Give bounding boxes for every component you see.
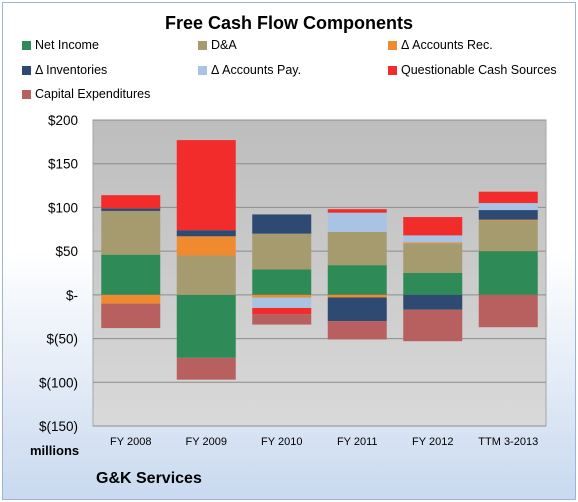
bar-segment [403, 309, 463, 342]
y-tick-label: $(100) [39, 375, 78, 390]
bar-segment [252, 314, 312, 325]
y-axis: $200 $150 $100 $50 $- $(50) $(100) $(150) [39, 113, 78, 434]
bar-segment [478, 251, 538, 295]
x-tick-label: FY 2012 [412, 436, 453, 448]
bar-segment [478, 219, 538, 221]
x-tick-label: TTM 3-2013 [478, 436, 538, 448]
bar-segment [478, 220, 538, 252]
bar-segment [176, 357, 236, 380]
legend-swatch [22, 40, 31, 50]
legend-label: Δ Inventories [35, 63, 108, 77]
legend-swatch [22, 65, 31, 75]
bar-segment [101, 294, 161, 304]
bar-segment [252, 214, 312, 234]
gridlines [93, 119, 546, 427]
bar-segment [252, 269, 312, 295]
chart-title: Free Cash Flow Components [164, 13, 414, 33]
units-label: millions [30, 443, 80, 458]
bar-segment [252, 233, 312, 270]
legend-label: D&A [211, 38, 237, 52]
bar-segment [327, 231, 387, 266]
bar-segment [252, 294, 312, 298]
bar-segment [403, 243, 463, 273]
bar-segment [176, 255, 236, 295]
x-tick-label: FY 2010 [261, 436, 302, 448]
legend-label: Net Income [35, 38, 99, 52]
bar-segment [101, 210, 161, 255]
x-tick-label: FY 2011 [337, 436, 378, 448]
bar-segment [327, 321, 387, 340]
legend-swatch [388, 65, 397, 75]
legend-item: D&A [198, 38, 237, 52]
legend-label: Capital Expenditures [35, 87, 151, 101]
bar-segment [403, 294, 463, 310]
bar-segment [101, 254, 161, 295]
bar-segment [478, 203, 538, 211]
bar-segment [101, 208, 161, 211]
legend-label: Δ Accounts Pay. [211, 63, 302, 77]
legend-item: Net Income [22, 38, 99, 52]
legend-item: Capital Expenditures [22, 87, 150, 101]
bar-segment [403, 273, 463, 295]
y-tick-label: $- [66, 288, 78, 303]
legend-item: Δ Inventories [22, 63, 107, 77]
legend-item: Δ Accounts Rec. [388, 38, 493, 52]
company-name: G&K Services [96, 470, 202, 487]
bar-segment [176, 236, 236, 256]
y-tick-label: $100 [48, 200, 78, 215]
legend-swatch [22, 89, 31, 99]
legend-item: Questionable Cash Sources [388, 63, 557, 77]
y-tick-label: $200 [48, 113, 78, 128]
legend-swatch [198, 65, 207, 75]
y-tick-label: $150 [48, 157, 78, 172]
bar-segment [252, 307, 312, 315]
legend-label: Δ Accounts Rec. [401, 38, 493, 52]
y-tick-label: $50 [55, 244, 78, 259]
bar-segment [327, 209, 387, 213]
x-tick-label: FY 2009 [186, 436, 227, 448]
bars [101, 140, 538, 380]
x-tick-label: FY 2008 [110, 436, 151, 448]
legend-swatch [388, 40, 397, 50]
bar-segment [403, 242, 463, 244]
bar-segment [327, 265, 387, 295]
y-tick-label: $(50) [46, 332, 78, 347]
plot-area [92, 119, 547, 427]
bar-segment [403, 235, 463, 243]
legend-swatch [198, 40, 207, 50]
bar-segment [176, 140, 236, 231]
bar-segment [176, 294, 236, 358]
bar-segment [101, 303, 161, 329]
bar-segment [327, 212, 387, 232]
bar-segment [478, 210, 538, 220]
y-tick-label: $(150) [39, 419, 78, 434]
bar-segment [327, 294, 387, 298]
bar-segment [478, 191, 538, 204]
bar-segment [403, 217, 463, 236]
legend-label: Questionable Cash Sources [401, 63, 557, 77]
x-axis: FY 2008 FY 2009 FY 2010 FY 2011 FY 2012 TTM 3… [110, 436, 538, 448]
bar-segment [176, 230, 236, 237]
bar-segment [478, 294, 538, 328]
bar-segment [101, 195, 161, 209]
bar-segment [252, 297, 312, 308]
bar-segment [327, 297, 387, 322]
legend-item: Δ Accounts Pay. [198, 63, 301, 77]
